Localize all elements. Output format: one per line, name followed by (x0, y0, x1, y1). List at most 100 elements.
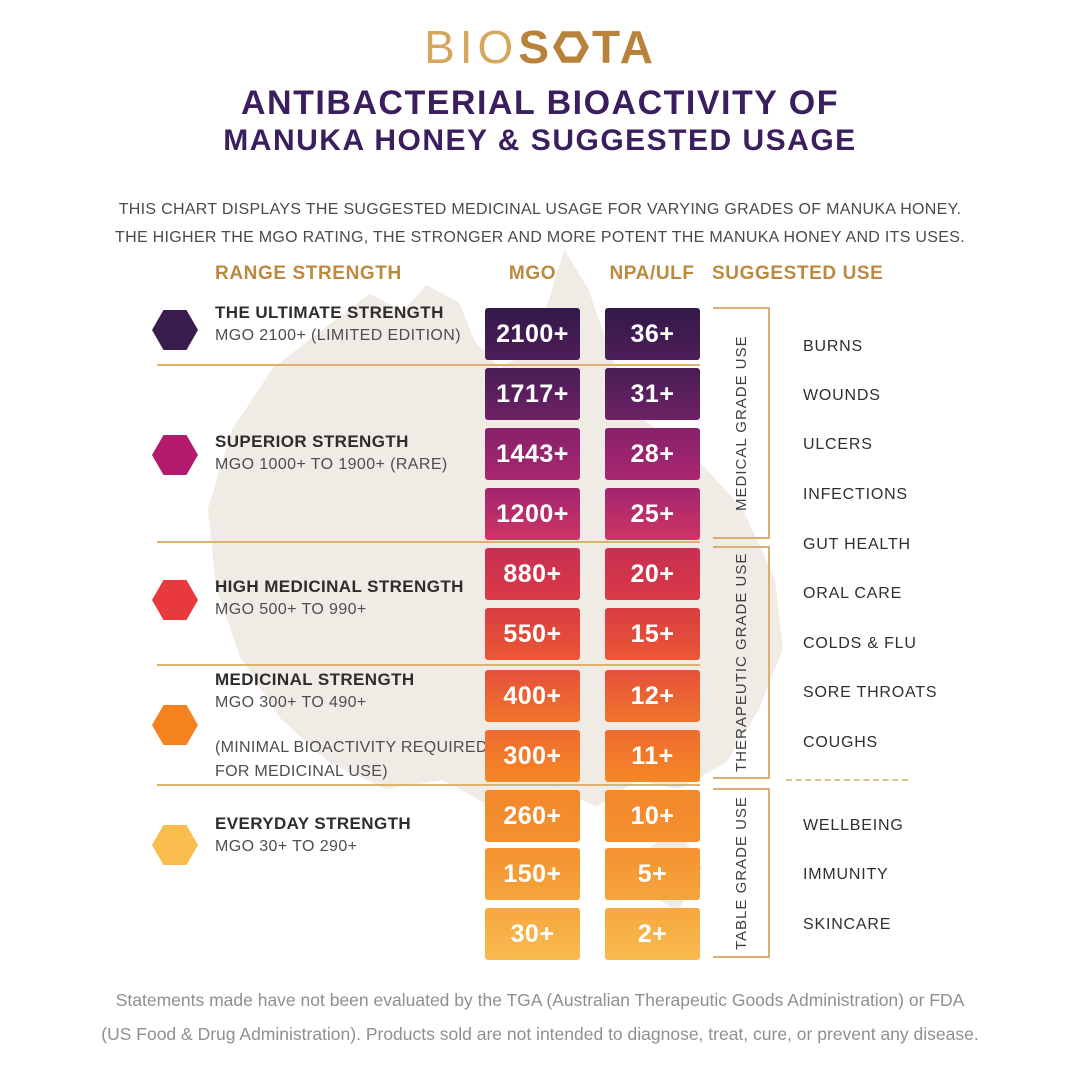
npa-value-cell: 25+ (605, 488, 700, 540)
npa-value: 2+ (637, 919, 668, 948)
intro-line1: THIS CHART DISPLAYS THE SUGGESTED MEDICI… (118, 201, 962, 218)
superior-strength-range: MGO 1000+ TO 1900+ (RARE) (215, 456, 448, 473)
npa-value: 25+ (630, 499, 675, 528)
superior-strength-hexagon-icon (152, 435, 198, 475)
suggested-use-item: IMMUNITY (803, 866, 889, 883)
mgo-value-cell: 2100+ (485, 308, 580, 360)
suggested-use-item: BURNS (803, 338, 864, 355)
column-header-npa-ulf: NPA/ULF (609, 263, 695, 284)
npa-value-cell: 12+ (605, 670, 700, 722)
page-title-line1: ANTIBACTERIAL BIOACTIVITY OF (241, 84, 839, 122)
grade-bracket (713, 546, 770, 779)
mgo-value: 300+ (503, 741, 562, 770)
mgo-value: 150+ (503, 859, 562, 888)
ultimate-strength-range: MGO 2100+ (LIMITED EDITION) (215, 327, 461, 344)
everyday-strength-title: EVERYDAY STRENGTH (215, 814, 412, 833)
npa-value: 12+ (630, 681, 675, 710)
high-medicinal-strength-hexagon-icon (152, 580, 198, 620)
column-header-mgo: MGO (508, 263, 557, 284)
suggested-use-item: WOUNDS (803, 387, 881, 404)
npa-value-cell: 10+ (605, 790, 700, 842)
npa-value-cell: 28+ (605, 428, 700, 480)
mgo-value: 1443+ (496, 439, 569, 468)
npa-value-cell: 36+ (605, 308, 700, 360)
mgo-value: 550+ (503, 619, 562, 648)
npa-value-cell: 20+ (605, 548, 700, 600)
mgo-value-cell: 30+ (485, 908, 580, 960)
mgo-value-cell: 1717+ (485, 368, 580, 420)
medicinal-strength-hexagon-icon (152, 705, 198, 745)
medicinal-strength-title: MEDICINAL STRENGTH (215, 670, 415, 689)
hexagon-logo-icon (553, 31, 590, 63)
npa-value-cell: 2+ (605, 908, 700, 960)
section-divider-line (157, 364, 700, 366)
mgo-value: 400+ (503, 681, 562, 710)
intro-line2: THE HIGHER THE MGO RATING, THE STRONGER … (115, 229, 965, 246)
section-divider-line (157, 541, 700, 543)
disclaimer-line2: (US Food & Drug Administration). Product… (101, 1024, 979, 1044)
mgo-value-cell: 880+ (485, 548, 580, 600)
ultimate-strength-hexagon-icon (152, 310, 198, 350)
grade-bracket (713, 788, 770, 958)
ultimate-strength-title: THE ULTIMATE STRENGTH (215, 303, 444, 322)
medicinal-strength-note: (MINIMAL BIOACTIVITY REQUIRED FOR MEDICI… (215, 739, 488, 780)
intro-paragraph: THIS CHART DISPLAYS THE SUGGESTED MEDICI… (0, 196, 1080, 252)
mgo-value: 1200+ (496, 499, 569, 528)
grade-bracket (713, 307, 770, 539)
suggested-use-item: GUT HEALTH (803, 536, 911, 553)
mgo-value-cell: 150+ (485, 848, 580, 900)
mgo-value: 880+ (503, 559, 562, 588)
suggested-use-item: ORAL CARE (803, 585, 903, 602)
suggested-use-item: COLDS & FLU (803, 635, 917, 652)
npa-value-cell: 11+ (605, 730, 700, 782)
biosota-logo: BIO S TA (0, 20, 1080, 74)
suggested-use-item: WELLBEING (803, 817, 904, 834)
logo-text-ta: TA (592, 21, 656, 73)
suggested-use-item: INFECTIONS (803, 486, 908, 503)
everyday-strength-range: MGO 30+ TO 290+ (215, 838, 358, 855)
mgo-value-cell: 400+ (485, 670, 580, 722)
npa-value: 31+ (630, 379, 675, 408)
npa-value: 20+ (630, 559, 675, 588)
therapeutic-grade-use-label: THERAPEUTIC GRADE USE (733, 552, 750, 773)
npa-value: 36+ (630, 319, 675, 348)
mgo-value-cell: 1200+ (485, 488, 580, 540)
mgo-value-cell: 1443+ (485, 428, 580, 480)
column-header-suggested-use: SUGGESTED USE (712, 263, 884, 284)
npa-value-cell: 5+ (605, 848, 700, 900)
npa-value: 5+ (637, 859, 668, 888)
mgo-value-cell: 260+ (485, 790, 580, 842)
mgo-value: 2100+ (496, 319, 569, 348)
npa-value-cell: 15+ (605, 608, 700, 660)
logo-text-s: S (518, 21, 553, 73)
section-divider-line (157, 664, 700, 666)
page-title-line2: MANUKA HONEY & SUGGESTED USAGE (223, 124, 857, 157)
suggested-use-item: ULCERS (803, 436, 873, 453)
medicinal-strength-range: MGO 300+ TO 490+ (215, 694, 367, 711)
mgo-value: 260+ (503, 801, 562, 830)
suggested-use-item: COUGHS (803, 734, 879, 751)
mgo-value-cell: 550+ (485, 608, 580, 660)
section-divider-line (157, 784, 700, 786)
logo-text-bio: BIO (424, 21, 519, 73)
mgo-value-cell: 300+ (485, 730, 580, 782)
suggested-use-item: SORE THROATS (803, 684, 938, 701)
npa-value: 10+ (630, 801, 675, 830)
table-grade-use-label: TABLE GRADE USE (733, 796, 750, 950)
superior-strength-title: SUPERIOR STRENGTH (215, 432, 409, 451)
table-grade-dashed-line (786, 779, 908, 781)
npa-value: 11+ (631, 741, 674, 770)
high-medicinal-strength-title: HIGH MEDICINAL STRENGTH (215, 577, 464, 596)
high-medicinal-strength-range: MGO 500+ TO 990+ (215, 601, 367, 618)
disclaimer-line1: Statements made have not been evaluated … (115, 990, 965, 1010)
npa-value: 28+ (630, 439, 675, 468)
medical-grade-use-label: MEDICAL GRADE USE (733, 335, 750, 511)
suggested-use-item: SKINCARE (803, 916, 892, 933)
npa-value: 15+ (630, 619, 675, 648)
everyday-strength-hexagon-icon (152, 825, 198, 865)
column-header-range-strength: RANGE STRENGTH (215, 263, 402, 284)
npa-value-cell: 31+ (605, 368, 700, 420)
mgo-value: 1717+ (496, 379, 569, 408)
